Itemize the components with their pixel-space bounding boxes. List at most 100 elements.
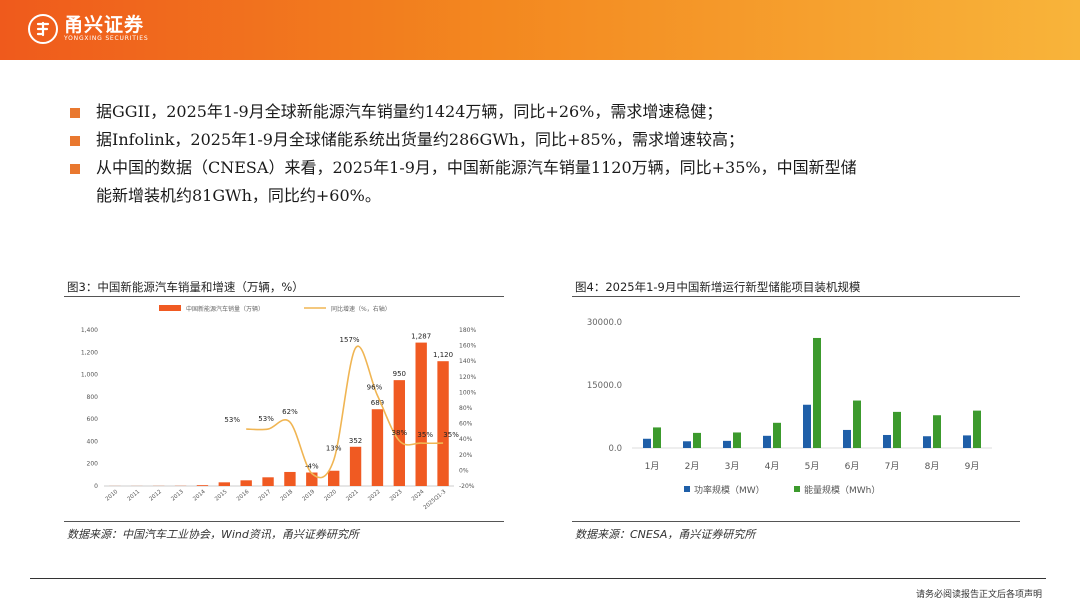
y2-tick-label: 20% [459, 452, 473, 459]
sales-data-label: 689 [371, 399, 384, 407]
x-tick-label: 8月 [925, 461, 940, 472]
growth-data-label: 38% [392, 429, 408, 437]
energy-bar [933, 415, 941, 448]
growth-data-label: 62% [282, 408, 298, 416]
bullet-list: 据GGII，2025年1-9月全球新能源汽车销量约1424万辆，同比+26%，需… [70, 98, 1030, 210]
nev-sales-chart: 中国新能源汽车销量（万辆） 同比增速（%，右轴） 0 200 400 600 800 1,00… [81, 305, 476, 511]
y-tick-label: 30000.0 [587, 318, 622, 328]
y-tick-label: 400 [87, 438, 99, 445]
x-tick-label: 2015 [214, 489, 229, 503]
bullet-item: 从中国的数据（CNESA）来看，2025年1-9月，中国新能源汽车销量1120万… [70, 154, 1030, 182]
sales-data-label: 950 [393, 370, 406, 378]
header-band: 甬兴证券 YONGXING SECURITIES [0, 0, 1080, 60]
growth-data-label: 53% [258, 415, 274, 423]
bullet-text: 能新增装机约81GWh，同比约+60%。 [96, 186, 381, 205]
legend-swatch-power [684, 486, 690, 492]
sales-bar [437, 361, 449, 486]
sales-bar [371, 409, 384, 486]
bullet-text: 从中国的数据（CNESA）来看，2025年1-9月，中国新能源汽车销量1120万… [96, 158, 857, 177]
sales-data-label: 1,287 [411, 333, 431, 341]
x-tick-label: 2023 [389, 489, 404, 503]
x-tick-label: 5月 [805, 461, 820, 472]
growth-line [246, 345, 444, 479]
y-tick-label: 1,400 [81, 327, 98, 334]
y-tick-label: 200 [87, 461, 99, 468]
figure-3-bottom-rule [64, 521, 504, 522]
energy-bar [733, 432, 741, 448]
y-tick-label: 1,000 [81, 372, 98, 379]
x-tick-label: 2020 [323, 489, 338, 503]
y-tick-label: 600 [87, 416, 99, 423]
brand-name-cn: 甬兴证券 [64, 14, 145, 36]
x-tick-label: 2017 [258, 489, 273, 503]
sales-bar [262, 477, 274, 486]
figure-4-bottom-rule [572, 521, 1020, 522]
bullet-text: 据Infolink，2025年1-9月全球储能系统出货量约286GWh，同比+8… [96, 130, 744, 149]
sales-data-label: 352 [349, 437, 362, 445]
x-tick-label: 2012 [148, 489, 163, 503]
logo-mark-icon [28, 14, 58, 44]
y-tick-label: 0.0 [608, 444, 622, 454]
disclaimer-text: 请务必阅读报告正文后各项声明 [915, 590, 1042, 600]
y2-tick-label: 0% [459, 467, 469, 474]
growth-data-label: -4% [305, 463, 319, 471]
power-bar [763, 435, 771, 448]
x-tick-label: 2019 [302, 489, 317, 503]
bullet-square-icon [70, 164, 80, 174]
figure-3-source: 数据来源：中国汽车工业协会，Wind资讯，甬兴证券研究所 [67, 528, 359, 541]
power-bar [723, 440, 731, 448]
sales-data-label: 1,120 [433, 351, 453, 359]
energy-bar [813, 337, 821, 448]
x-tick-label: 1月 [645, 461, 660, 472]
legend-label-energy: 能量规模（MWh） [804, 484, 880, 496]
y2-tick-label: 60% [459, 421, 473, 428]
x-tick-label: 2016 [236, 489, 251, 503]
x-tick-label: 2月 [685, 461, 700, 472]
y2-tick-label: 120% [459, 374, 476, 381]
bullet-item: 据GGII，2025年1-9月全球新能源汽车销量约1424万辆，同比+26%，需… [70, 98, 1030, 126]
y-tick-label: 15000.0 [587, 381, 622, 391]
bullet-square-icon [70, 108, 80, 118]
bullet-text: 据GGII，2025年1-9月全球新能源汽车销量约1424万辆，同比+26%，需… [96, 102, 723, 121]
figure-3-title: 图3：中国新能源汽车销量和增速（万辆，%） [67, 280, 304, 294]
x-tick-label: 2010 [105, 489, 120, 503]
sales-bar [415, 342, 427, 486]
power-bar [963, 435, 971, 448]
x-tick-label: 9月 [965, 461, 980, 472]
sales-bar [196, 485, 209, 486]
energy-bar [973, 410, 981, 448]
legend-swatch-sales [159, 305, 181, 311]
power-bar [803, 404, 811, 448]
growth-data-label: 96% [367, 384, 383, 392]
sales-bar [349, 446, 362, 486]
x-tick-label: 2014 [192, 489, 207, 503]
figure-3-top-rule [64, 296, 504, 297]
x-tick-label: 2021 [345, 489, 360, 503]
energy-bar [893, 411, 901, 448]
power-bar [643, 438, 651, 448]
sales-bar [393, 380, 405, 486]
figure-4-title: 图4：2025年1-9月中国新增运行新型储能项目装机规模 [575, 280, 861, 294]
x-tick-label: 4月 [765, 461, 780, 472]
legend-label-sales: 中国新能源汽车销量（万辆） [186, 305, 264, 313]
sales-bar [306, 472, 318, 486]
growth-data-label: 35% [417, 431, 433, 439]
bullet-item: 据Infolink，2025年1-9月全球储能系统出货量约286GWh，同比+8… [70, 126, 1030, 154]
power-bar [923, 436, 931, 448]
sales-bar [240, 480, 252, 486]
legend-label-growth: 同比增速（%，右轴） [331, 305, 391, 313]
legend-label-power: 功率规模（MW） [694, 484, 765, 496]
y-tick-label: 1,200 [81, 349, 98, 356]
y2-tick-label: 140% [459, 358, 476, 365]
legend-swatch-energy [794, 486, 800, 492]
y2-tick-label: 100% [459, 389, 476, 396]
figure-4-source: 数据来源：CNESA，甬兴证券研究所 [575, 528, 756, 541]
x-tick-label: 2018 [280, 489, 295, 503]
y2-tick-label: 160% [459, 343, 476, 350]
growth-data-label: 35% [443, 431, 459, 439]
y2-tick-label: 80% [459, 405, 473, 412]
x-tick-label: 2022 [367, 489, 382, 503]
brand-name-en: YONGXING SECURITIES [64, 35, 149, 42]
x-tick-label: 2024 [411, 489, 426, 503]
y-tick-label: 800 [87, 394, 99, 401]
